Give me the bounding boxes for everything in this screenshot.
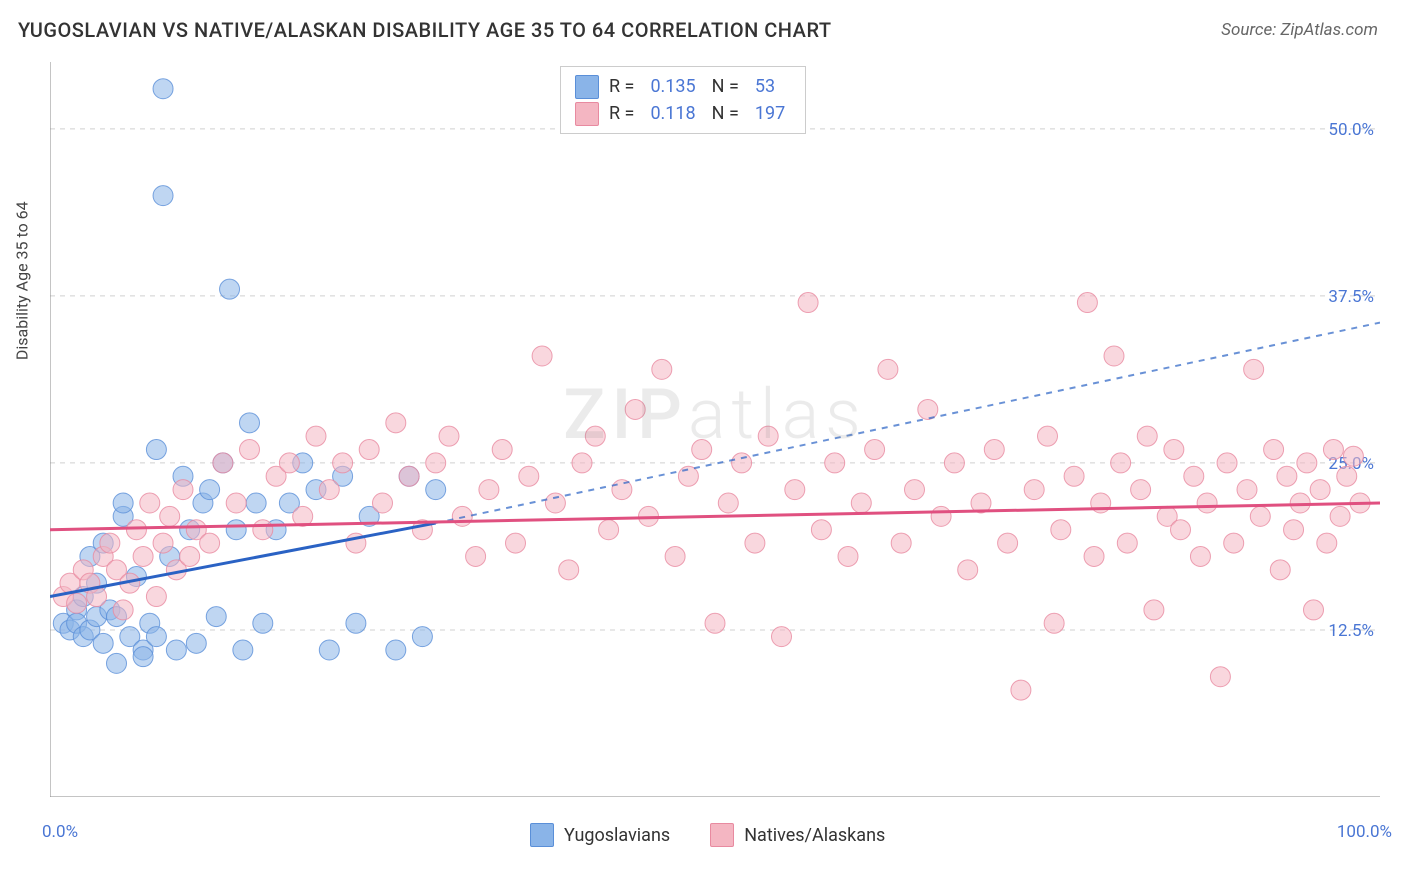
x-right-label: 100.0% [1337,822,1392,842]
svg-text:50.0%: 50.0% [1328,120,1374,140]
stats-row: R =0.135 N =53 [575,73,791,100]
source-label: Source: ZipAtlas.com [1221,20,1378,40]
chart-title: YUGOSLAVIAN VS NATIVE/ALASKAN DISABILITY… [18,18,832,42]
svg-text:37.5%: 37.5% [1328,287,1374,307]
x-left-label: 0.0% [42,822,78,842]
legend-item: Yugoslavians [530,823,670,847]
chart-container: Disability Age 35 to 64 12.5%25.0%37.5%5… [50,62,1380,797]
y-axis-label: Disability Age 35 to 64 [13,201,32,360]
legend-bottom: Yugoslavians Natives/Alaskans [530,823,885,847]
svg-text:12.5%: 12.5% [1328,621,1374,641]
stats-row: R =0.118 N =197 [575,100,791,127]
stats-box: R =0.135 N =53 R =0.118 N =197 [560,66,806,134]
scatter-plot: 12.5%25.0%37.5%50.0% [50,62,1380,797]
legend-item: Natives/Alaskans [710,823,885,847]
